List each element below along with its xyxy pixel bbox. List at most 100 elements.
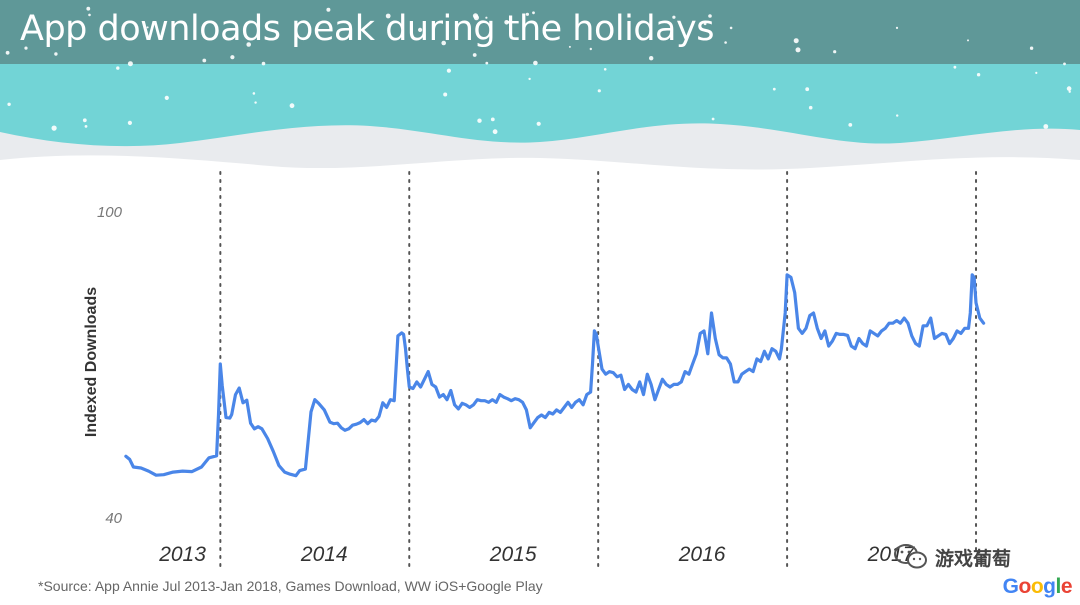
year-labels: 2013 2014 2015 2016 2017 — [158, 543, 915, 566]
snowflake — [1035, 71, 1038, 74]
snowflake — [967, 39, 969, 42]
snowflake — [711, 117, 715, 121]
snowflake — [703, 22, 707, 26]
snowflake — [84, 125, 88, 128]
watermark: 游戏葡萄 — [893, 542, 1011, 572]
snowflake — [88, 13, 91, 17]
snowflake — [895, 26, 899, 29]
snowflake — [649, 56, 654, 61]
snowflake — [246, 42, 251, 47]
snowflake — [441, 40, 447, 46]
snowflake — [477, 118, 482, 123]
y-axis-label: Indexed Downloads — [83, 287, 100, 437]
snowflake — [5, 50, 10, 55]
snowflakes — [5, 6, 1072, 135]
x-year-label: 2015 — [489, 543, 537, 566]
snowflake — [808, 105, 813, 110]
snowflake — [289, 103, 295, 109]
snowflake — [146, 26, 149, 29]
watermark-text: 游戏葡萄 — [935, 548, 1012, 570]
snowflake — [418, 27, 423, 32]
snowflake — [528, 77, 531, 81]
snowflake — [1043, 124, 1049, 129]
y-axis-ticks: 100 40 — [97, 204, 123, 527]
snowflake — [446, 68, 451, 73]
logo-letter: l — [1055, 575, 1061, 598]
y-tick-label: 40 — [105, 510, 122, 527]
snowflake — [24, 46, 28, 50]
google-logo: Google — [1002, 575, 1073, 599]
snowflake — [116, 66, 120, 70]
snowflake — [472, 13, 479, 19]
snowflake — [504, 20, 509, 25]
logo-letter: o — [1030, 575, 1044, 598]
snowflake — [603, 68, 607, 71]
snowflake — [230, 55, 235, 60]
snowflake — [202, 58, 207, 63]
snowflake — [51, 125, 57, 131]
snowflake — [127, 61, 133, 67]
snowflake — [7, 102, 11, 107]
snowflake — [533, 60, 538, 66]
snowflake — [772, 87, 776, 91]
snowflake — [532, 11, 535, 15]
snowflake — [127, 120, 132, 125]
snowflake — [805, 87, 810, 92]
snowflake — [261, 61, 266, 66]
snowflake — [896, 114, 899, 117]
snowflake — [1029, 46, 1034, 50]
snowflake — [86, 6, 91, 11]
snowflake — [485, 16, 488, 19]
snowflake — [729, 26, 733, 30]
snowflake — [164, 95, 169, 100]
snowflake — [472, 53, 477, 57]
indexed-downloads-series-line — [124, 273, 986, 478]
snowflake — [1068, 90, 1071, 93]
source-note: *Source: App Annie Jul 2013-Jan 2018, Ga… — [38, 578, 543, 594]
snowflake — [485, 61, 489, 65]
snowflake — [490, 117, 495, 122]
snowflake — [795, 47, 801, 53]
logo-letter: o — [1018, 575, 1031, 598]
snowflake — [953, 65, 957, 69]
snowflake — [976, 73, 981, 77]
snowflake — [54, 52, 58, 56]
snowflake — [1066, 86, 1072, 91]
snowflake — [82, 118, 87, 123]
title-band — [0, 0, 1080, 64]
snowflake — [793, 38, 799, 44]
snowflake — [589, 47, 592, 51]
snowflake — [568, 45, 571, 48]
page-title: App downloads peak during the holidays — [20, 9, 714, 49]
snowflake — [443, 92, 448, 97]
winter-banner-art — [0, 0, 1080, 175]
snowflake — [492, 129, 498, 135]
logo-letter: g — [1043, 575, 1056, 598]
snowflake — [672, 15, 676, 19]
snow-drift-back — [0, 123, 1080, 175]
snowflake — [1063, 62, 1066, 66]
snowflake — [848, 123, 853, 127]
x-year-label: 2017 — [867, 543, 916, 566]
snowflake — [708, 14, 712, 18]
wechat-icon — [894, 544, 927, 569]
x-year-label: 2013 — [158, 543, 206, 566]
logo-letter: G — [1002, 575, 1019, 598]
x-year-label: 2016 — [678, 543, 726, 566]
snowflake — [254, 101, 257, 104]
snowflake — [724, 41, 727, 44]
snowflake — [536, 121, 541, 126]
y-tick-label: 100 — [97, 204, 123, 221]
x-year-label: 2014 — [300, 543, 348, 566]
snowflake — [385, 13, 391, 19]
logo-letter: e — [1060, 575, 1073, 598]
snowflake — [326, 7, 331, 12]
snowflake — [252, 92, 256, 95]
year-divider-lines — [219, 171, 978, 567]
snowflake — [597, 89, 601, 93]
snowflake — [833, 50, 837, 54]
snowflake — [525, 12, 530, 16]
winter-banner: App downloads peak during the holidays — [0, 0, 1080, 175]
snow-drift-front — [0, 155, 1080, 175]
